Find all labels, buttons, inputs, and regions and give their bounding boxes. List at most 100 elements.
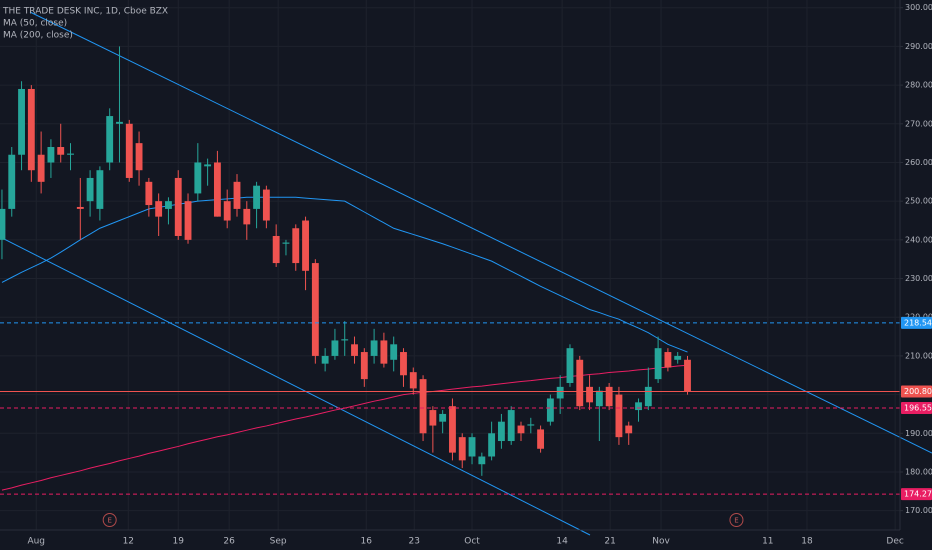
candle-body	[311, 263, 319, 356]
candle-body	[478, 456, 486, 465]
price-label-box	[901, 385, 932, 398]
candle-body	[165, 201, 172, 209]
candle-body	[635, 402, 642, 411]
y-tick-label: 180.00	[905, 467, 932, 476]
price-label: 174.27	[904, 490, 932, 499]
candle-body	[449, 406, 456, 453]
y-tick-label: 240.00	[905, 235, 932, 244]
price-label-box	[901, 401, 932, 414]
candle-body	[106, 116, 114, 163]
candle-body	[674, 355, 682, 360]
candle-body	[194, 162, 202, 194]
candle-body	[468, 437, 476, 457]
y-tick-label: 230.00	[905, 274, 932, 283]
x-tick-label: 23	[409, 537, 420, 547]
earnings-marker	[102, 513, 117, 527]
candle-body	[67, 153, 74, 155]
legend-entry: MA (50, close)	[3, 19, 67, 29]
y-tick-label: 210.00	[905, 351, 932, 360]
candle-body	[302, 220, 309, 271]
candle-body	[8, 154, 16, 209]
candle-body	[282, 242, 290, 244]
y-tick-label: 280.00	[905, 81, 932, 90]
candle-body	[204, 164, 212, 167]
candle-body	[370, 340, 378, 356]
candle-body	[517, 425, 525, 434]
candle-body	[57, 147, 65, 155]
candle-body	[488, 433, 496, 457]
x-tick-label: Sep	[270, 537, 287, 547]
candle-body	[390, 344, 398, 360]
price-label-box	[901, 316, 932, 329]
candle-body	[615, 394, 623, 438]
trend-line	[29, 11, 932, 454]
candle-body	[223, 201, 231, 221]
earnings-label: E	[734, 517, 738, 525]
candle-body	[537, 429, 545, 449]
candle-body	[272, 235, 280, 264]
candle-body	[654, 348, 662, 380]
candle-body	[605, 386, 613, 407]
candle-body	[135, 143, 143, 171]
candle-body	[86, 177, 94, 202]
candle-body	[556, 386, 564, 399]
candle-body	[321, 355, 329, 364]
candle-body	[497, 421, 505, 442]
candle-body	[37, 154, 45, 182]
x-tick-label: Nov	[652, 537, 670, 547]
moving-average-line	[1, 196, 688, 353]
price-label: 218.54	[904, 318, 932, 327]
x-tick-label: Aug	[27, 537, 45, 547]
x-tick-label: 19	[173, 537, 185, 547]
x-tick-label: 18	[801, 537, 813, 547]
candle-body	[419, 379, 427, 434]
candle-body	[331, 340, 339, 356]
candle-body	[145, 181, 153, 206]
candle-body	[213, 162, 221, 217]
candle-body	[233, 181, 241, 209]
candle-body	[400, 352, 407, 376]
candle-body	[243, 208, 251, 225]
candle-body	[292, 228, 300, 264]
axes: 170.00180.00190.00200.00210.00220.00230.…	[27, 3, 932, 547]
x-tick-label: 11	[762, 537, 773, 547]
candle-body	[546, 398, 554, 422]
candle-body	[527, 424, 535, 426]
candle-body	[507, 410, 515, 442]
candle-body	[0, 208, 6, 240]
candle-body	[125, 123, 133, 178]
candle-body	[576, 359, 584, 407]
candle-body	[27, 88, 35, 171]
candle-body	[253, 185, 261, 209]
chart-title: THE TRADE DESK INC, 1D, Cboe BZX	[2, 7, 168, 17]
candle-body	[684, 359, 691, 392]
candle-body	[380, 340, 388, 364]
candle-body	[439, 413, 447, 422]
y-tick-label: 290.00	[905, 42, 932, 51]
candle-body	[184, 201, 192, 240]
candle-body	[155, 201, 163, 217]
candle-body	[625, 425, 633, 434]
price-label: 196.55	[904, 403, 932, 412]
plot	[0, 46, 900, 495]
x-tick-label: 26	[223, 537, 235, 547]
candle-body	[174, 177, 182, 236]
x-tick-label: 12	[123, 537, 134, 547]
x-tick-label: 14	[556, 537, 568, 547]
candle-body	[341, 339, 349, 341]
candle-body	[47, 147, 55, 163]
candle-body	[429, 410, 437, 426]
candle-body	[360, 352, 368, 380]
price-label-box	[901, 488, 932, 501]
x-tick-label: Dec	[886, 537, 903, 547]
candle-body	[664, 352, 672, 368]
x-tick-label: Oct	[464, 537, 480, 547]
candle-body	[262, 189, 270, 221]
candle-body	[644, 386, 652, 407]
candle-body	[18, 88, 25, 155]
candle-body	[458, 437, 466, 461]
y-tick-label: 300.00	[905, 3, 932, 12]
x-tick-label: 21	[604, 537, 615, 547]
